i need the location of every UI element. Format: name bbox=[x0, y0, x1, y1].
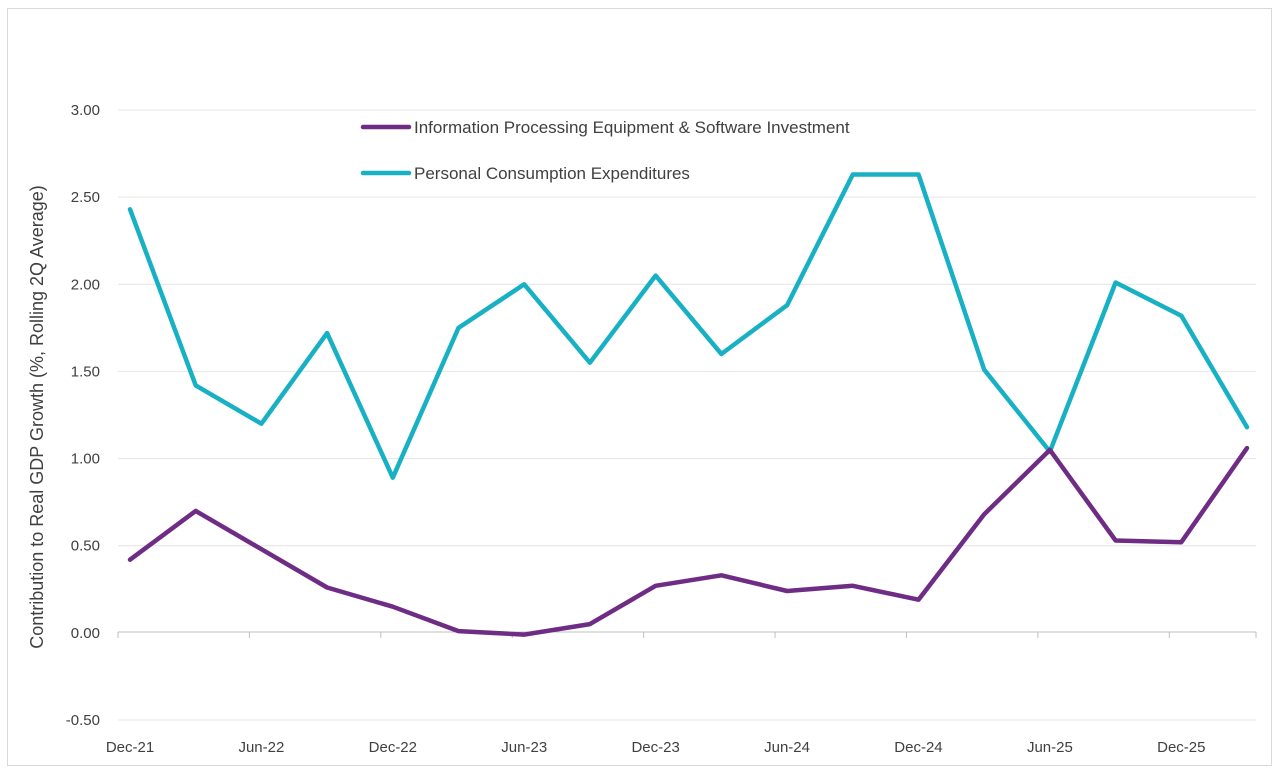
y-axis-label: Contribution to Real GDP Growth (%, Roll… bbox=[27, 185, 47, 649]
y-tick-label: 2.50 bbox=[71, 189, 100, 206]
x-tick-label: Dec-24 bbox=[894, 739, 942, 756]
series-lines bbox=[127, 172, 1250, 637]
x-tick-label: Dec-22 bbox=[369, 739, 417, 756]
series-line bbox=[127, 172, 1250, 480]
x-axis: Dec-21 Jun-22 Dec-22 Jun-23 Dec-23 Jun-24 Dec-… bbox=[106, 631, 1257, 756]
y-tick-label: 2.00 bbox=[71, 276, 100, 293]
y-tick-label: 3.00 bbox=[71, 102, 100, 119]
y-axis-ticks: 3.00 2.50 2.00 1.50 1.00 0.50 0.00 -0.50 bbox=[66, 102, 100, 729]
x-tick-label: Dec-25 bbox=[1157, 739, 1205, 756]
x-tick-label: Jun-25 bbox=[1027, 739, 1073, 756]
legend: Information Processing Equipment & Softw… bbox=[360, 118, 850, 183]
legend-label: Personal Consumption Expenditures bbox=[414, 164, 690, 183]
chart-frame bbox=[7, 8, 1272, 766]
legend-label: Information Processing Equipment & Softw… bbox=[414, 118, 850, 137]
y-tick-label: 1.50 bbox=[71, 363, 100, 380]
gridlines bbox=[118, 109, 1256, 721]
x-tick-label: Dec-23 bbox=[631, 739, 679, 756]
y-tick-label: 0.50 bbox=[71, 538, 100, 555]
x-tick-label: Jun-23 bbox=[501, 739, 547, 756]
x-tick-label: Dec-21 bbox=[106, 739, 154, 756]
y-tick-label: -0.50 bbox=[66, 712, 100, 729]
x-tick-label: Jun-24 bbox=[764, 739, 810, 756]
series-line bbox=[127, 445, 1250, 637]
x-tick-label: Jun-22 bbox=[238, 739, 284, 756]
y-tick-label: 1.00 bbox=[71, 451, 100, 468]
y-tick-label: 0.00 bbox=[71, 625, 100, 642]
